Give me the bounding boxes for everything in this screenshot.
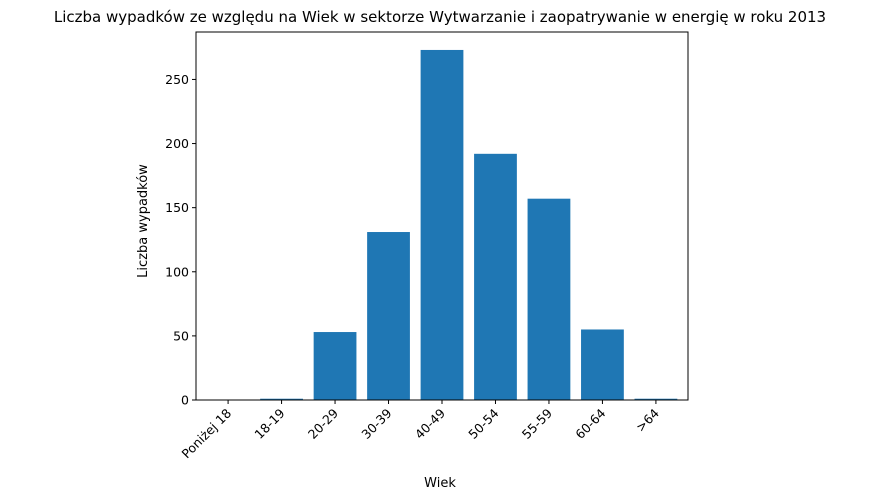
x-tick-label: Poniżej 18 <box>179 405 235 461</box>
bar <box>634 398 678 400</box>
y-tick-label: 50 <box>173 328 189 343</box>
bar <box>420 49 464 400</box>
plot-frame <box>195 31 689 401</box>
x-tick-label: 20-29 <box>305 405 341 441</box>
x-tick-label: 50-54 <box>465 405 501 441</box>
y-tick-label: 250 <box>165 72 189 87</box>
x-axis-label: Wiek <box>424 476 456 491</box>
bar <box>367 232 410 400</box>
y-tick-label: 0 <box>181 393 189 408</box>
x-tick-label: 55-59 <box>519 405 555 441</box>
y-ticks-group: 0 50 100 150 200 250 <box>165 72 196 408</box>
bar <box>527 198 571 400</box>
bar <box>474 153 517 400</box>
x-tick-label: 60-64 <box>572 405 608 441</box>
bar <box>313 332 357 400</box>
x-tick-label: >64 <box>633 405 662 434</box>
y-tick-label: 150 <box>165 200 189 215</box>
bar <box>581 329 624 400</box>
x-tick-label: 40-49 <box>412 405 448 441</box>
x-tick-label: 18-19 <box>251 405 287 441</box>
x-ticks-group: Poniżej 18 18-19 20-29 30-39 40-49 50-54 55-59… <box>179 400 662 461</box>
x-tick-label: 30-39 <box>358 405 394 441</box>
y-tick-label: 100 <box>165 264 189 279</box>
bar <box>260 398 303 400</box>
bars-group <box>260 49 678 400</box>
y-tick-label: 200 <box>165 136 189 151</box>
y-axis-label: Liczba wypadków <box>136 164 151 278</box>
chart-title: Liczba wypadków ze względu na Wiek w sek… <box>54 8 826 26</box>
